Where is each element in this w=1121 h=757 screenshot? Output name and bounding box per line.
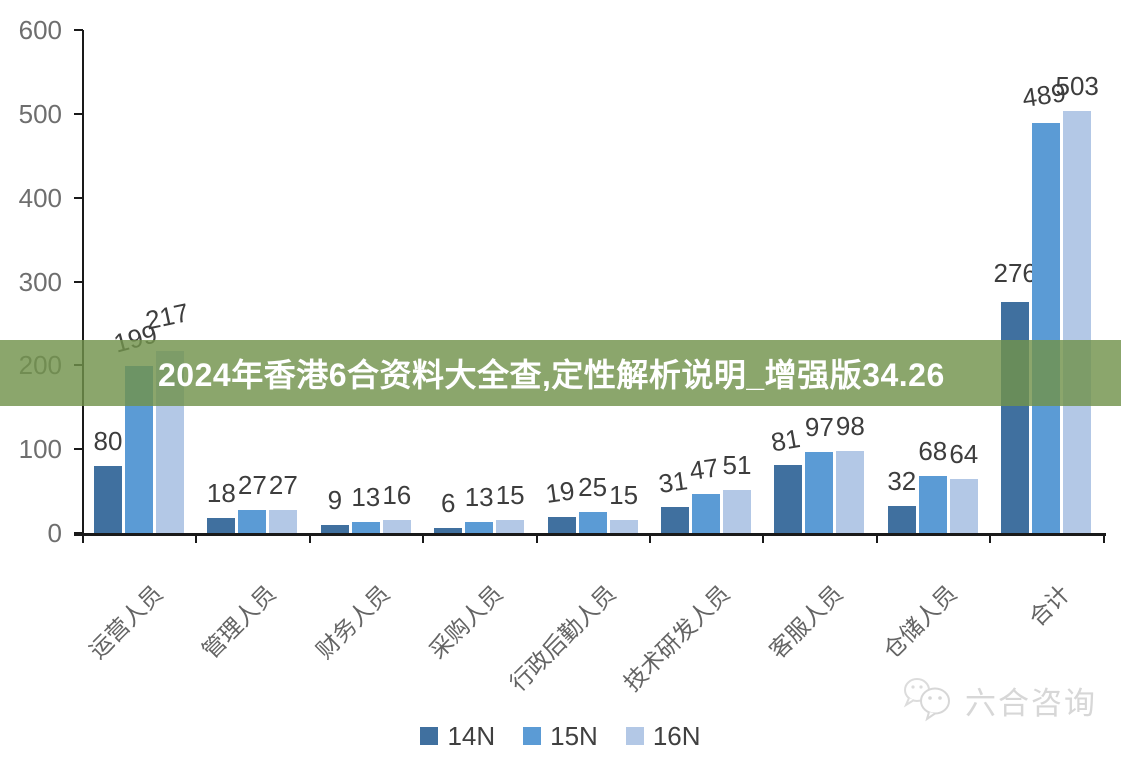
legend-item-15N: 15N xyxy=(523,721,598,752)
category-label-采购人员: 采购人员 xyxy=(424,580,508,664)
bar-14N-技术研发人员 xyxy=(661,507,689,533)
legend-swatch-icon xyxy=(625,727,644,745)
data-label: 217 xyxy=(142,297,192,336)
data-label: 68 xyxy=(918,436,948,466)
data-label: 15 xyxy=(495,480,525,511)
bar-16N-客服人员 xyxy=(836,450,865,533)
legend-label: 15N xyxy=(550,720,598,751)
x-axis-tick-mark xyxy=(535,535,538,543)
bar-14N-行政后勤人员 xyxy=(547,517,576,533)
data-label: 9 xyxy=(327,485,343,516)
category-label-管理人员: 管理人员 xyxy=(197,580,281,664)
y-axis-tick-mark xyxy=(74,29,83,31)
y-axis-tick-mark xyxy=(74,532,83,534)
wechat-chat-bubbles-icon xyxy=(899,674,955,727)
legend-label: 14N xyxy=(447,720,496,751)
bar-15N-财务人员 xyxy=(351,522,380,533)
category-label-客服人员: 客服人员 xyxy=(764,580,848,664)
bar-16N-行政后勤人员 xyxy=(609,520,638,533)
bar-15N-采购人员 xyxy=(465,522,494,533)
data-label: 276 xyxy=(993,257,1037,288)
legend-swatch-icon xyxy=(420,727,439,745)
category-label-行政后勤人员: 行政后勤人员 xyxy=(504,580,621,697)
bar-15N-仓储人员 xyxy=(918,476,947,533)
bar-14N-合计 xyxy=(1001,301,1030,533)
watermark-text: 六合咨询 xyxy=(965,686,1097,721)
data-label: 13 xyxy=(351,482,381,513)
y-axis-tick-label: 100 xyxy=(18,434,62,465)
data-label: 27 xyxy=(268,470,298,501)
data-label: 27 xyxy=(237,470,267,501)
data-label: 25 xyxy=(578,472,608,503)
bar-14N-客服人员 xyxy=(774,465,803,533)
data-label: 80 xyxy=(93,425,123,456)
banner-overlay: 2024年香港6合资料大全查,定性解析说明_增强版34.26 xyxy=(0,340,1121,406)
x-axis-tick-mark xyxy=(308,535,311,543)
watermark: 六合咨询 xyxy=(899,674,1097,727)
data-label: 13 xyxy=(464,482,494,513)
data-label: 98 xyxy=(835,410,865,441)
bar-16N-技术研发人员 xyxy=(723,490,751,533)
legend-label: 16N xyxy=(652,720,701,751)
bar-15N-管理人员 xyxy=(238,510,267,533)
data-label: 64 xyxy=(949,439,979,470)
y-axis-tick-mark xyxy=(74,280,83,283)
bar-16N-合计 xyxy=(1063,111,1092,533)
category-label-运营人员: 运营人员 xyxy=(83,580,168,664)
x-axis-line xyxy=(74,533,1106,536)
legend-item-14N: 14N xyxy=(420,721,495,752)
x-axis-tick-mark xyxy=(649,535,651,543)
bar-15N-合计 xyxy=(1032,123,1061,533)
data-label: 32 xyxy=(887,466,917,497)
category-label-财务人员: 财务人员 xyxy=(310,580,395,664)
x-axis-tick-mark xyxy=(989,535,992,543)
x-axis-tick-mark xyxy=(82,535,84,543)
category-label-技术研发人员: 技术研发人员 xyxy=(618,580,735,697)
bar-15N-行政后勤人员 xyxy=(578,512,607,533)
x-axis-tick-mark xyxy=(422,535,425,543)
bar-16N-采购人员 xyxy=(496,520,525,533)
y-axis-tick-mark xyxy=(74,112,83,115)
legend: 14N 15N 16N xyxy=(0,720,1121,752)
y-axis-tick-label: 0 xyxy=(47,518,62,548)
bar-15N-技术研发人员 xyxy=(692,493,720,533)
legend-item-16N: 16N xyxy=(625,720,701,752)
category-label-合计: 合计 xyxy=(1023,580,1075,632)
bar-14N-仓储人员 xyxy=(887,506,916,533)
data-label: 503 xyxy=(1055,71,1099,102)
data-label: 18 xyxy=(206,477,236,508)
y-axis-tick-mark xyxy=(74,448,83,451)
bar-14N-财务人员 xyxy=(320,525,349,533)
x-axis-tick-mark xyxy=(762,535,765,543)
bar-14N-采购人员 xyxy=(434,527,463,533)
data-label: 6 xyxy=(440,487,456,518)
x-axis-tick-mark xyxy=(1102,535,1105,543)
bar-16N-仓储人员 xyxy=(949,479,978,533)
x-axis-tick-mark xyxy=(875,535,878,543)
bar-16N-管理人员 xyxy=(269,510,298,533)
banner-text: 2024年香港6合资料大全查,定性解析说明_增强版34.26 xyxy=(158,357,945,393)
bar-16N-财务人员 xyxy=(382,519,411,533)
category-label-仓储人员: 仓储人员 xyxy=(877,580,962,664)
bar-15N-客服人员 xyxy=(805,451,834,533)
data-label: 16 xyxy=(382,479,412,510)
y-axis-line xyxy=(82,30,84,535)
bar-14N-运营人员 xyxy=(94,465,122,533)
y-axis-tick-label: 400 xyxy=(18,182,62,213)
y-axis-tick-label: 500 xyxy=(18,98,62,129)
x-axis-tick-mark xyxy=(195,535,198,543)
y-axis-tick-mark xyxy=(74,196,83,199)
legend-swatch-icon xyxy=(523,727,542,745)
data-label: 15 xyxy=(609,480,639,511)
data-label: 97 xyxy=(804,411,834,442)
y-axis-tick-label: 300 xyxy=(18,266,62,297)
y-axis-tick-label: 600 xyxy=(18,15,62,45)
data-label: 51 xyxy=(722,450,752,481)
bar-14N-管理人员 xyxy=(207,517,236,533)
